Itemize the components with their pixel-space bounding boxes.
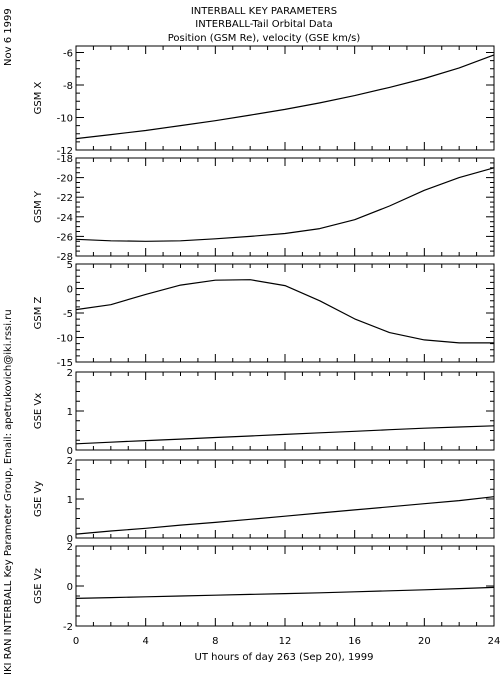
- y-tick-label: 0: [67, 446, 73, 457]
- y-tick-label: 2: [67, 542, 73, 553]
- panel-6: -2 0 2 GSE Vz: [33, 542, 495, 633]
- chart-header: INTERBALL KEY PARAMETERS INTERBALL-Tail …: [168, 6, 361, 44]
- y-tick-label: 2: [67, 368, 73, 379]
- y-tick-label: -10: [57, 334, 73, 345]
- series-line-gsm-z: [75, 279, 494, 344]
- y-axis-label: GSM X: [33, 81, 44, 114]
- y-axis-label: GSM Y: [33, 190, 44, 223]
- panel-4: 0 1 2 GSE Vx: [33, 368, 495, 457]
- y-tick-label: -2: [63, 622, 73, 633]
- y-tick-label: -8: [63, 81, 73, 92]
- y-tick-label: -12: [57, 146, 73, 157]
- series-line-gse-vy: [75, 496, 495, 535]
- panel-3: -15 -10 -5 0 5 GSM Z: [33, 260, 495, 369]
- chart-title-line-2: INTERBALL-Tail Orbital Data: [195, 19, 332, 30]
- y-tick-label: 1: [67, 495, 73, 506]
- series-line-gsm-y: [75, 167, 495, 242]
- y-tick-label: -10: [57, 114, 73, 125]
- y-axis-label: GSE Vz: [33, 568, 44, 604]
- panel-frame: [75, 545, 495, 627]
- x-tick-label: 16: [348, 636, 361, 647]
- x-tick-label: 8: [212, 636, 218, 647]
- panel-5: 0 1 2 GSE Vy: [33, 456, 495, 545]
- y-tick-label: 0: [67, 285, 73, 296]
- x-axis-label: UT hours of day 263 (Sep 20), 1999: [195, 652, 374, 663]
- chart-title-line-1: INTERBALL KEY PARAMETERS: [191, 6, 337, 17]
- y-axis-label: GSE Vx: [33, 393, 44, 429]
- panel-2: -28 -26 -24 -22 -20 -18 GSM Y: [33, 154, 495, 263]
- y-tick-label: -28: [57, 252, 73, 263]
- credit-text: IKI RAN INTERBALL Key Parameter Group, E…: [3, 309, 14, 675]
- x-tick-label: 4: [142, 636, 148, 647]
- y-tick-label: -18: [57, 154, 73, 165]
- x-tick-label: 20: [418, 636, 431, 647]
- panel-frame: [75, 371, 495, 451]
- y-tick-label: -20: [57, 174, 73, 185]
- panel-frame: [75, 459, 495, 539]
- y-tick-label: -26: [57, 232, 73, 243]
- y-tick-label: -15: [57, 358, 73, 369]
- y-tick-label: 2: [67, 456, 73, 467]
- y-tick-label: -22: [57, 193, 73, 204]
- y-tick-label: 1: [67, 407, 73, 418]
- y-tick-label: 5: [67, 260, 73, 271]
- series-line-gse-vz: [75, 586, 495, 599]
- y-axis-label: GSE Vy: [33, 481, 44, 517]
- y-tick-label: 0: [67, 534, 73, 545]
- x-tick-label: 0: [73, 636, 79, 647]
- x-tick-label: 12: [279, 636, 292, 647]
- panel-frame: [75, 263, 495, 363]
- chart-title-line-3: Position (GSM Re), velocity (GSE km/s): [168, 33, 361, 44]
- y-tick-label: 0: [67, 582, 73, 593]
- series-line-gse-vx: [75, 425, 495, 445]
- series-line-gsm-x: [75, 54, 495, 140]
- panel-1: -12 -10 -8 -6 GSM X: [33, 45, 495, 157]
- y-tick-label: -5: [63, 309, 73, 320]
- y-tick-label: -24: [57, 213, 73, 224]
- y-tick-label: -6: [63, 49, 73, 60]
- x-tick-label: 24: [488, 636, 501, 647]
- date-label: Nov 6 1999: [3, 8, 14, 66]
- panel-frame: [75, 45, 495, 151]
- y-axis-label: GSM Z: [33, 296, 44, 329]
